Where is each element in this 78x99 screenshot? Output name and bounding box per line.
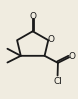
Text: O: O	[29, 12, 36, 21]
Text: Cl: Cl	[53, 77, 62, 86]
Text: O: O	[69, 52, 76, 61]
Text: O: O	[47, 35, 54, 44]
